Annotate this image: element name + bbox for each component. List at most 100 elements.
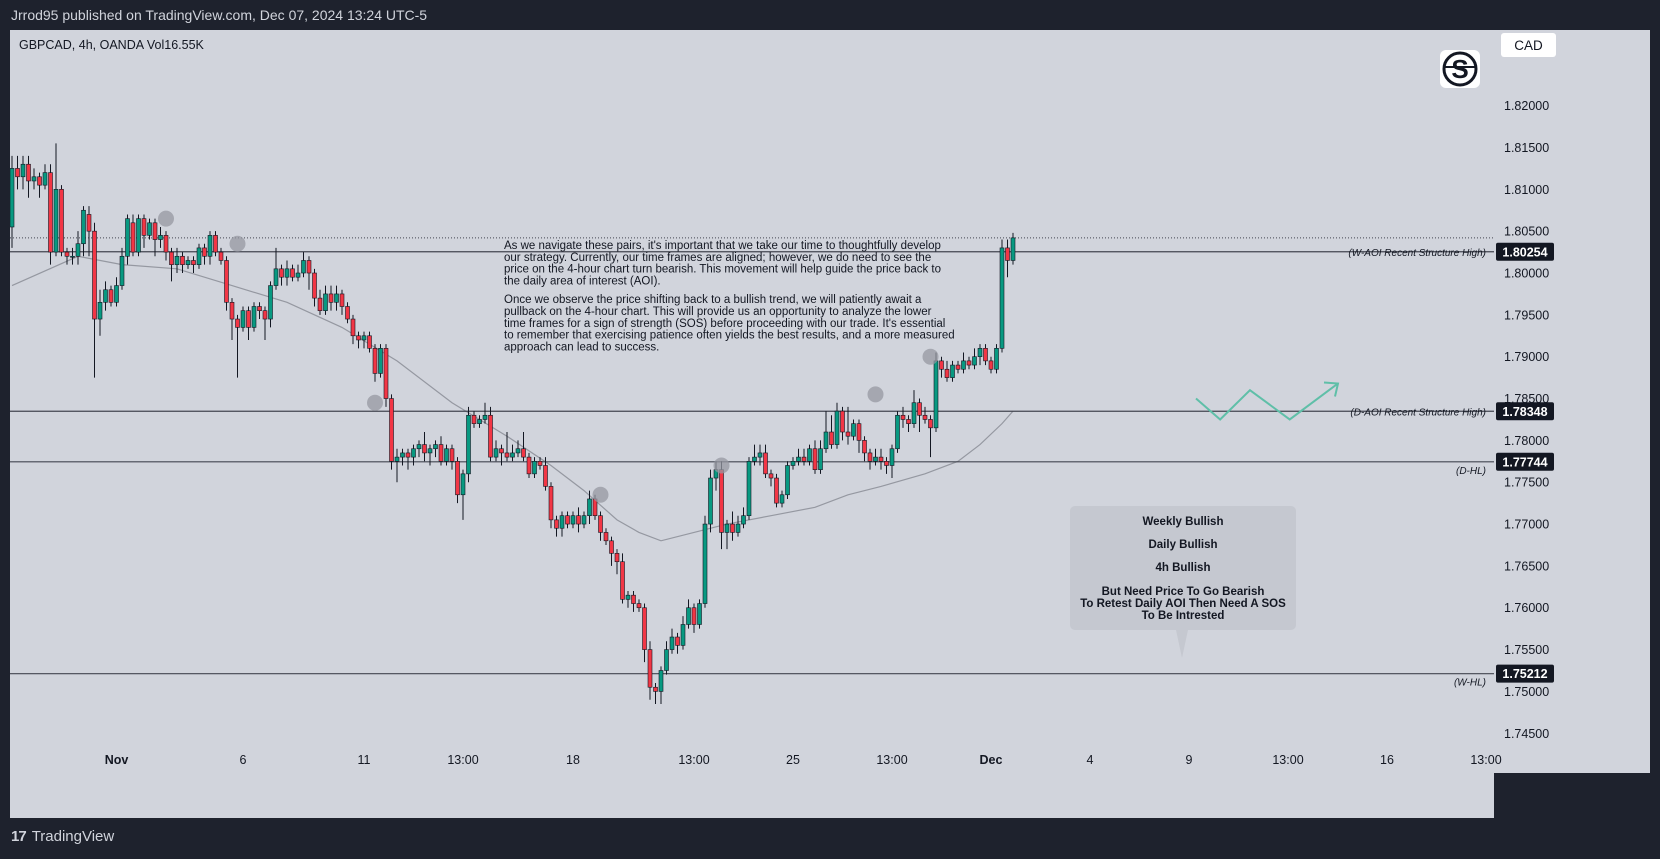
- candle: [851, 419, 856, 441]
- candle-body: [202, 247, 207, 257]
- candle-body: [653, 686, 658, 692]
- candle: [262, 306, 268, 340]
- candle-body: [86, 214, 92, 232]
- candle: [169, 247, 174, 282]
- note-line: our strategy. Currently, our time frames…: [504, 252, 931, 264]
- candle: [735, 515, 741, 537]
- candle: [229, 298, 235, 340]
- price-tag-label: 1.80254: [1502, 245, 1547, 259]
- candles-layer: [9, 143, 1016, 704]
- candle-body: [312, 272, 317, 299]
- candle: [675, 632, 680, 654]
- candle: [147, 218, 152, 240]
- candle: [493, 440, 499, 462]
- tradingview-logo[interactable]: 17 TradingView: [11, 828, 114, 845]
- candle: [125, 214, 130, 265]
- candle: [53, 143, 59, 257]
- candle: [559, 511, 565, 537]
- candle: [631, 591, 636, 612]
- candle-body: [994, 348, 999, 370]
- candle-body: [917, 402, 922, 416]
- candle-body: [372, 348, 378, 374]
- candle: [664, 641, 669, 675]
- candle-body: [774, 477, 779, 504]
- candle-body: [323, 293, 328, 311]
- currency-button[interactable]: CAD: [1501, 33, 1556, 57]
- candle-body: [746, 461, 752, 516]
- note-line: As we navigate these pairs, it's importa…: [504, 240, 941, 252]
- x-tick-label: 18: [566, 753, 580, 767]
- candle-body: [433, 444, 438, 450]
- candle: [345, 302, 350, 324]
- candle-body: [510, 452, 515, 458]
- candle: [768, 469, 774, 487]
- candle-body: [504, 452, 510, 458]
- y-tick-label: 1.74500: [1504, 727, 1549, 741]
- candle-body: [818, 448, 823, 470]
- candle: [191, 256, 196, 274]
- candle-body: [191, 260, 196, 265]
- candle-body: [114, 285, 119, 303]
- candle-body: [75, 243, 81, 257]
- author-logo-icon: S: [1440, 50, 1480, 88]
- candle-body: [356, 335, 361, 341]
- candle-body: [345, 306, 350, 320]
- y-tick-label: 1.77000: [1504, 518, 1549, 532]
- candle-body: [840, 410, 845, 433]
- candle-body: [466, 414, 471, 475]
- symbol-legend[interactable]: GBPCAD, 4h, OANDA Vol16.55K: [19, 38, 205, 52]
- candle: [383, 344, 389, 407]
- plot-background: [10, 30, 1494, 773]
- candle: [581, 511, 587, 529]
- candle: [625, 591, 631, 608]
- candle: [455, 457, 460, 504]
- candle-body: [185, 260, 191, 265]
- candle-body: [48, 172, 53, 253]
- candle-body: [636, 603, 642, 609]
- candle-body: [334, 293, 339, 303]
- candle: [972, 348, 977, 370]
- candle: [867, 448, 873, 470]
- candle: [301, 252, 306, 278]
- candle: [290, 264, 295, 282]
- candle-body: [785, 465, 790, 496]
- candle-body: [691, 607, 697, 625]
- candle: [504, 432, 510, 462]
- x-tick-label: 13:00: [1470, 753, 1501, 767]
- callout-line: To Retest Daily AOI Then Need A SOS: [1080, 598, 1286, 610]
- x-tick-label: 11: [358, 753, 371, 767]
- candle: [642, 603, 647, 663]
- x-tick-label: 9: [1186, 753, 1193, 767]
- y-tick-label: 1.78000: [1504, 434, 1549, 448]
- candle: [906, 415, 911, 433]
- chart-area[interactable]: (W-AOI Recent Structure High) (D-AOI Rece…: [9, 30, 1650, 818]
- swing-marker: [592, 486, 609, 503]
- candle-body: [581, 515, 587, 525]
- candle: [961, 352, 966, 374]
- candle: [416, 440, 422, 458]
- analysis-note: As we navigate these pairs, it's importa…: [504, 240, 955, 353]
- candle-body: [532, 461, 537, 475]
- candle-body: [801, 456, 807, 462]
- candle: [295, 264, 301, 282]
- candle-body: [15, 168, 20, 178]
- candle: [609, 536, 614, 566]
- note-line: to remember that exercising patience oft…: [504, 330, 955, 342]
- swing-marker: [713, 457, 730, 474]
- candle-body: [328, 293, 334, 303]
- candle-body: [97, 302, 103, 320]
- x-tick-label: 13:00: [678, 753, 709, 767]
- candle: [389, 394, 394, 470]
- candle-body: [884, 461, 889, 466]
- candle: [801, 448, 807, 466]
- swing-marker: [867, 386, 884, 403]
- candle: [158, 226, 163, 248]
- candle: [807, 444, 812, 466]
- candle: [394, 448, 400, 483]
- candle-body: [983, 348, 988, 362]
- chart-svg[interactable]: (W-AOI Recent Structure High) (D-AOI Rece…: [9, 30, 1650, 818]
- candle-body: [587, 498, 592, 516]
- candle: [108, 285, 114, 307]
- candle: [218, 247, 224, 265]
- callout-line: But Need Price To Go Bearish: [1102, 586, 1265, 598]
